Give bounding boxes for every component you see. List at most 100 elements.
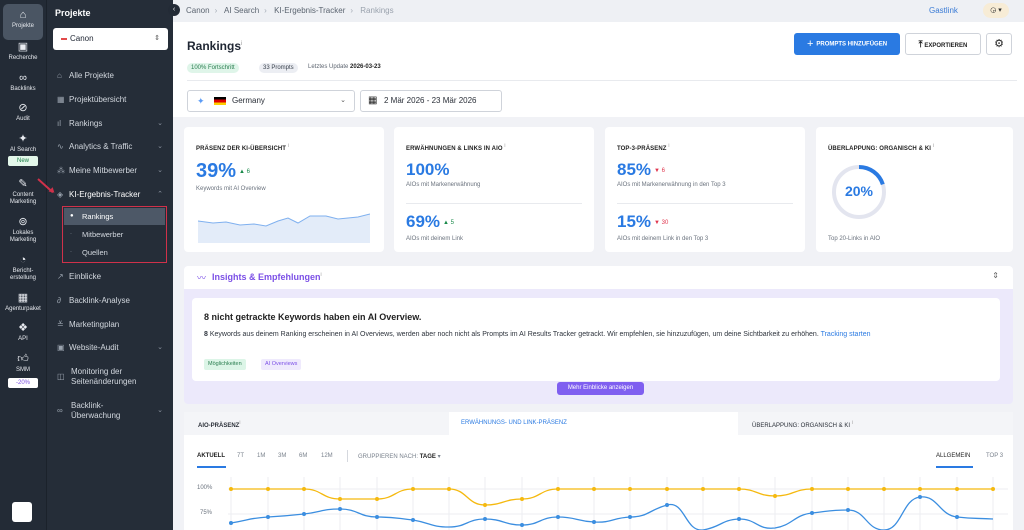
date-range-picker[interactable]: ▦ 2 Mär 2026 - 23 Mär 2026 bbox=[360, 90, 502, 112]
chevron-down-icon: ⌄ bbox=[157, 143, 163, 150]
card-overlap: ÜBERLAPPUNG: ORGANISCH & KI i 20% Top 20… bbox=[816, 127, 1013, 252]
range-3m[interactable]: 3M bbox=[278, 453, 287, 459]
rail-ai-search[interactable]: ✦ AI Search bbox=[3, 133, 43, 154]
range-6m[interactable]: 6M bbox=[299, 453, 308, 459]
project-selector[interactable]: Canon ⇕ bbox=[53, 28, 168, 50]
info-icon[interactable]: i bbox=[287, 143, 290, 149]
range-7t[interactable]: 7T bbox=[237, 453, 245, 459]
rail-api[interactable]: ❖ API bbox=[3, 322, 43, 343]
divider bbox=[187, 80, 1017, 81]
start-tracking-link[interactable]: Tracking starten bbox=[820, 331, 871, 338]
active-view-underline bbox=[936, 466, 973, 468]
highlight-box: ● Rankings · Mitbewerber · Quellen bbox=[62, 206, 167, 263]
tab-mentions-links[interactable]: ERWÄHNUNGS- UND LINK-PRÄSENZ bbox=[449, 412, 738, 435]
building-icon: ▦ bbox=[17, 292, 29, 304]
info-icon[interactable]: i bbox=[241, 41, 243, 47]
view-allgemein[interactable]: ALLGEMEIN bbox=[936, 453, 971, 459]
rail-lokales-marketing[interactable]: ⊚ Lokales Marketing bbox=[3, 216, 43, 244]
range-12m[interactable]: 12M bbox=[321, 453, 333, 459]
rail-recherche[interactable]: ▣ Recherche bbox=[3, 41, 43, 62]
range-aktuell[interactable]: AKTUELL bbox=[197, 453, 225, 459]
gauge-menu[interactable]: ◶ ▾ bbox=[983, 3, 1009, 18]
subnav-quellen[interactable]: · Quellen bbox=[64, 244, 165, 261]
user-avatar[interactable] bbox=[12, 502, 32, 522]
competitors-icon: ⁂ bbox=[57, 166, 65, 175]
guest-link[interactable]: Gastlink bbox=[929, 6, 958, 15]
link-icon: ∞ bbox=[19, 72, 27, 84]
nav-website-audit[interactable]: ▣ Website-Audit ⌄ bbox=[57, 343, 163, 352]
monitor-icon: ◫ bbox=[57, 372, 65, 381]
rail-audit[interactable]: ⊘ Audit bbox=[3, 102, 43, 123]
info-icon[interactable]: i bbox=[668, 143, 670, 149]
line-chart bbox=[228, 477, 1008, 530]
donut-chart bbox=[832, 165, 886, 219]
group-by-select[interactable]: GRUPPIEREN NACH: TAGE ▾ bbox=[358, 454, 441, 460]
home-icon: ⌂ bbox=[19, 9, 27, 21]
nav-meine-mitbewerber[interactable]: ⁂ Meine Mitbewerber ⌄ bbox=[57, 166, 163, 175]
tag-opportunities: Möglichkeiten bbox=[204, 359, 246, 370]
insights-header[interactable]: 〰 Insights & Empfehlungeni ⇕ bbox=[184, 266, 1013, 289]
rail-backlinks[interactable]: ∞ Backlinks bbox=[3, 72, 43, 93]
subnav-mitbewerber[interactable]: · Mitbewerber bbox=[64, 226, 165, 243]
nav-einblicke[interactable]: ↗ Einblicke bbox=[57, 272, 102, 281]
show-more-insights-button[interactable]: Mehr Einblicke anzeigen bbox=[557, 382, 644, 395]
tab-aio-presence[interactable]: AIO-PRÄSENZi bbox=[184, 412, 449, 435]
nav-backlink-analyse[interactable]: ∂ Backlink-Analyse bbox=[57, 296, 130, 305]
link-icon: ∂ bbox=[57, 296, 61, 305]
nav-projektuebersicht[interactable]: ▦ Projektübersicht bbox=[57, 95, 127, 104]
chevron-down-icon: ⌄ bbox=[340, 97, 346, 104]
rail-agenturpaket[interactable]: ▦ Agenturpaket bbox=[3, 292, 43, 313]
crumb-ai-search[interactable]: AI Search bbox=[224, 6, 260, 15]
view-top3[interactable]: TOP 3 bbox=[986, 453, 1004, 459]
bullet-icon: · bbox=[70, 231, 72, 237]
chevron-right-icon: › bbox=[350, 6, 354, 15]
info-icon[interactable]: i bbox=[504, 143, 506, 149]
page-title: Rankingsi bbox=[187, 39, 243, 53]
add-prompts-button[interactable]: + PROMPTS HINZUFÜGEN bbox=[794, 33, 900, 55]
pie-chart-icon: ◔ bbox=[19, 254, 27, 266]
rail-projekte[interactable]: ⌂ Projekte bbox=[3, 4, 43, 40]
info-icon[interactable]: i bbox=[932, 143, 935, 149]
sparkline-chart bbox=[198, 213, 370, 243]
info-icon[interactable]: i bbox=[320, 272, 322, 278]
plus-icon: + bbox=[806, 38, 814, 50]
export-button[interactable]: ⤒ EXPORTIEREN bbox=[905, 33, 981, 55]
nav-monitoring[interactable]: ◫ Monitoring der Seitenänderungen bbox=[57, 367, 137, 386]
collapse-sidebar-button[interactable]: ‹ bbox=[168, 4, 180, 16]
sidebar-title: Projekte bbox=[55, 8, 91, 18]
chevron-right-icon: › bbox=[214, 6, 218, 15]
upload-icon: ⤒ bbox=[918, 39, 923, 49]
ai-tracker-icon: ◈ bbox=[57, 190, 64, 199]
country-select[interactable]: ✦ Germany ⌄ bbox=[187, 90, 355, 112]
nav-ki-ergebnis-tracker[interactable]: ◈ KI-Ergebnis-Tracker ⌃ bbox=[57, 190, 163, 199]
last-update: Letztes Update 2026-03-23 bbox=[308, 64, 381, 70]
trend-icon: 〰 bbox=[197, 273, 207, 283]
tab-overlap[interactable]: ÜBERLAPPUNG: ORGANISCH & KI i bbox=[738, 412, 1013, 435]
grid-icon: ▦ bbox=[57, 95, 65, 104]
divider bbox=[406, 203, 582, 204]
rail-content-marketing[interactable]: ✎ Content Marketing bbox=[3, 178, 43, 206]
rail-berichterstellung[interactable]: ◔ Bericht-erstellung bbox=[3, 254, 43, 282]
expand-toggle-icon[interactable]: ⇕ bbox=[992, 271, 999, 280]
nav-alle-projekte[interactable]: ⌂ Alle Projekte bbox=[57, 71, 114, 80]
top-bar: Canon › AI Search › KI-Ergebnis-Tracker › R… bbox=[173, 0, 1024, 22]
nav-marketingplan[interactable]: ≚ Marketingplan bbox=[57, 320, 120, 329]
card-aio-presence: PRÄSENZ DER KI-ÜBERSICHT i 39% ▲ 6 Keywor… bbox=[184, 127, 384, 252]
crumb-tracker[interactable]: KI-Ergebnis-Tracker bbox=[274, 6, 346, 15]
nav-analytics-traffic[interactable]: ∿ Analytics & Traffic ⌄ bbox=[57, 142, 163, 151]
tag-ai-overviews: AI Overviews bbox=[261, 359, 302, 370]
insight-text: 8 Keywords aus deinem Ranking erscheinen… bbox=[204, 331, 871, 338]
nav-rankings[interactable]: ıl Rankings ⌄ bbox=[57, 119, 163, 128]
sparkles-icon: ✦ bbox=[18, 133, 28, 145]
info-icon[interactable]: i bbox=[851, 420, 853, 426]
nav-backlink-ueberwachung[interactable]: ∞ Backlink-Überwachung ⌄ bbox=[57, 401, 163, 420]
discount-badge: -20% bbox=[8, 378, 38, 388]
info-icon[interactable]: i bbox=[239, 420, 241, 426]
gauge-icon: ◶ ▾ bbox=[990, 7, 1002, 14]
subnav-rankings[interactable]: ● Rankings bbox=[64, 208, 165, 225]
range-1m[interactable]: 1M bbox=[257, 453, 266, 459]
laptop-search-icon: ▣ bbox=[17, 41, 29, 53]
crumb-canon[interactable]: Canon bbox=[186, 6, 210, 15]
rail-smm[interactable]: 👍︎ SMM bbox=[3, 353, 43, 374]
settings-button[interactable]: ⚙ bbox=[986, 33, 1012, 55]
